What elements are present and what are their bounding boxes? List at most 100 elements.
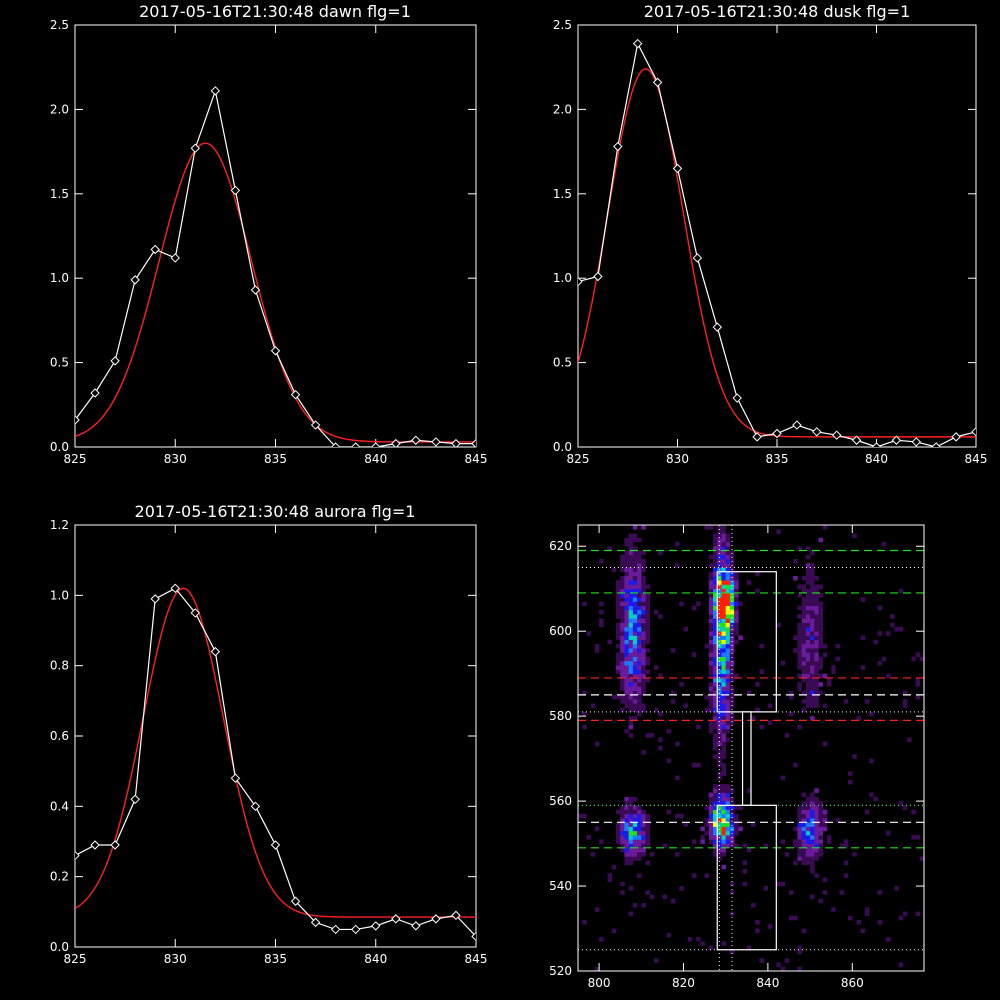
heatmap-pixel — [864, 699, 870, 704]
heatmap-pixel — [590, 703, 596, 708]
heatmap-pixel — [628, 665, 634, 670]
heatmap-pixel — [599, 622, 604, 628]
heatmap-pixel — [632, 631, 638, 636]
dusk-data-point — [812, 427, 822, 437]
heatmap-pixel — [797, 682, 802, 687]
heatmap-pixel — [805, 622, 811, 628]
heatmap-pixel — [822, 741, 828, 747]
heatmap-pixel — [755, 920, 760, 925]
heatmap-pixel — [717, 856, 722, 861]
heatmap-pixel — [801, 643, 807, 649]
heatmap-pixel — [814, 669, 819, 674]
heatmap-pixel — [641, 631, 646, 636]
heatmap-pixel — [717, 550, 722, 556]
heatmap-pixel — [810, 677, 815, 683]
heatmap-pixel — [729, 605, 735, 611]
heatmap-pixel — [641, 750, 646, 755]
heatmap-pixel — [713, 550, 718, 556]
heatmap-pixel — [628, 584, 634, 590]
heatmap-pixel — [641, 584, 646, 590]
heatmap-pixel — [852, 754, 857, 759]
heatmap-pixel — [721, 669, 726, 674]
heatmap-pixel — [628, 609, 634, 615]
heatmap-pixel — [721, 665, 726, 670]
heatmap-pixel — [793, 839, 798, 844]
heatmap-pixel — [641, 635, 646, 640]
heatmap-pixel — [713, 537, 718, 543]
dusk-ytick-label: 0.0 — [553, 440, 572, 454]
heatmap-pixel — [810, 635, 815, 640]
heatmap-pixel — [713, 584, 718, 590]
heatmap-pixel — [611, 864, 617, 870]
dusk-data-point — [911, 437, 922, 447]
heatmap-pixel — [805, 813, 811, 819]
heatmap-pixel — [814, 635, 819, 640]
heatmap-pixel — [725, 788, 731, 793]
heatmap-pixel — [624, 626, 629, 632]
heatmap-pixel — [713, 716, 718, 721]
heatmap-pixel — [691, 762, 697, 768]
heatmap-pixel — [818, 682, 824, 687]
heatmap-pixel — [628, 533, 634, 539]
heatmap-pixel — [721, 839, 726, 844]
heatmap-pixel — [628, 643, 634, 649]
heatmap-pixel — [729, 550, 735, 556]
heatmap-pixel — [628, 635, 634, 640]
heatmap-pixel — [797, 818, 802, 823]
heatmap-pixel — [805, 626, 811, 632]
heatmap-pixel — [713, 639, 718, 645]
heatmap-pixel — [818, 690, 824, 696]
heatmap-pixel — [645, 660, 651, 666]
heatmap-pixel — [751, 716, 756, 721]
heatmap-pixel — [818, 805, 824, 810]
heatmap-pixel — [721, 703, 726, 708]
aurora-fit-curve — [75, 587, 476, 918]
heatmap-pixel — [599, 937, 604, 942]
heatmap-pixel — [852, 852, 857, 857]
heatmap-pixel — [645, 622, 651, 628]
heatmap-pixel — [637, 605, 642, 611]
heatmap-pixel — [814, 835, 819, 840]
heatmap-pixel — [590, 852, 596, 857]
heatmap-pixel — [725, 631, 731, 636]
heatmap-pixel — [624, 694, 629, 700]
heatmap-pixel — [628, 822, 634, 827]
heatmap-pixel — [704, 822, 710, 827]
heatmap-pixel — [641, 839, 646, 844]
heatmap-pixel — [801, 622, 807, 628]
heatmap-pixel — [797, 648, 802, 653]
heatmap-pixel — [725, 707, 731, 713]
heatmap-pixel — [624, 622, 629, 628]
heatmap-pixel — [886, 830, 891, 836]
heatmap-pixel — [632, 830, 638, 836]
heatmap-pixel — [624, 860, 629, 866]
heatmap-pixel — [632, 652, 638, 657]
heatmap-pixel — [801, 618, 807, 623]
heatmap-pixel — [717, 669, 722, 674]
heatmap-pixel — [632, 622, 638, 628]
heatmap-pixel — [729, 720, 735, 725]
heatmap-pixel — [725, 541, 731, 547]
heatmap-pixel — [708, 805, 714, 810]
aurora-ytick-label: 1.2 — [50, 518, 69, 532]
heatmap-pixel — [620, 614, 625, 619]
heatmap-pixel — [721, 847, 726, 853]
heatmap-pixel — [713, 643, 718, 649]
dawn-ytick-label: 2.5 — [50, 18, 69, 32]
heatmap-pixel — [814, 601, 819, 607]
heatmap-pixel — [877, 660, 883, 666]
heatmap-pixel — [801, 822, 807, 827]
heatmap-pixel — [814, 618, 819, 623]
heatmap-pixel — [645, 656, 651, 662]
dawn-data-point — [350, 442, 361, 447]
heatmap-pixel — [708, 580, 714, 585]
heatmap-pixel — [915, 682, 921, 687]
heatmap-pixel — [717, 525, 722, 530]
heatmap-pixel — [826, 677, 832, 683]
dawn-ytick-label: 1.5 — [50, 187, 69, 201]
heatmap-pixel — [624, 550, 629, 556]
heatmap-pixel — [721, 813, 726, 819]
heatmap-pixel — [742, 860, 748, 866]
heatmap-pixel — [717, 758, 722, 764]
heatmap-pixel — [717, 809, 722, 815]
